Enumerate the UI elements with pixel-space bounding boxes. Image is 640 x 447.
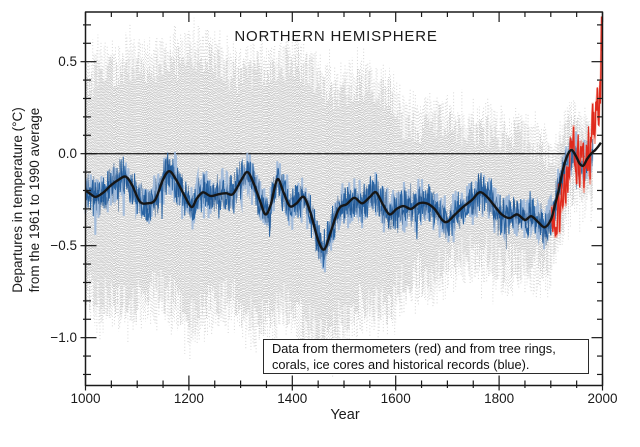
y-tick-label-−1.0: −1.0: [50, 329, 77, 345]
x-tick-label-2000: 2000: [587, 391, 618, 406]
x-tick-label-1200: 1200: [173, 391, 204, 406]
y-axis-label: Departures in temperature (°C) from the …: [9, 50, 43, 350]
legend-line2: corals, ice cores and historical records…: [272, 356, 530, 372]
y-tick-label-0.5: 0.5: [58, 53, 77, 69]
x-tick-label-1600: 1600: [380, 391, 411, 406]
y-axis-label-line2: from the 1961 to 1990 average: [27, 107, 42, 293]
legend-line1: Data from thermometers (red) and from tr…: [272, 341, 556, 356]
x-axis-label: Year: [330, 407, 360, 423]
y-axis-label-line1: Departures in temperature (°C): [10, 107, 25, 293]
y-tick-label-0.0: 0.0: [58, 145, 77, 161]
x-tick-label-1800: 1800: [484, 391, 515, 406]
x-tick-label-1400: 1400: [277, 391, 308, 406]
x-tick-label-1000: 1000: [70, 391, 101, 406]
legend-box: Data from thermometers (red) and from tr…: [263, 339, 589, 374]
y-tick-label-−0.5: −0.5: [50, 237, 77, 253]
chart-title: NORTHERN HEMISPHERE: [234, 28, 438, 45]
